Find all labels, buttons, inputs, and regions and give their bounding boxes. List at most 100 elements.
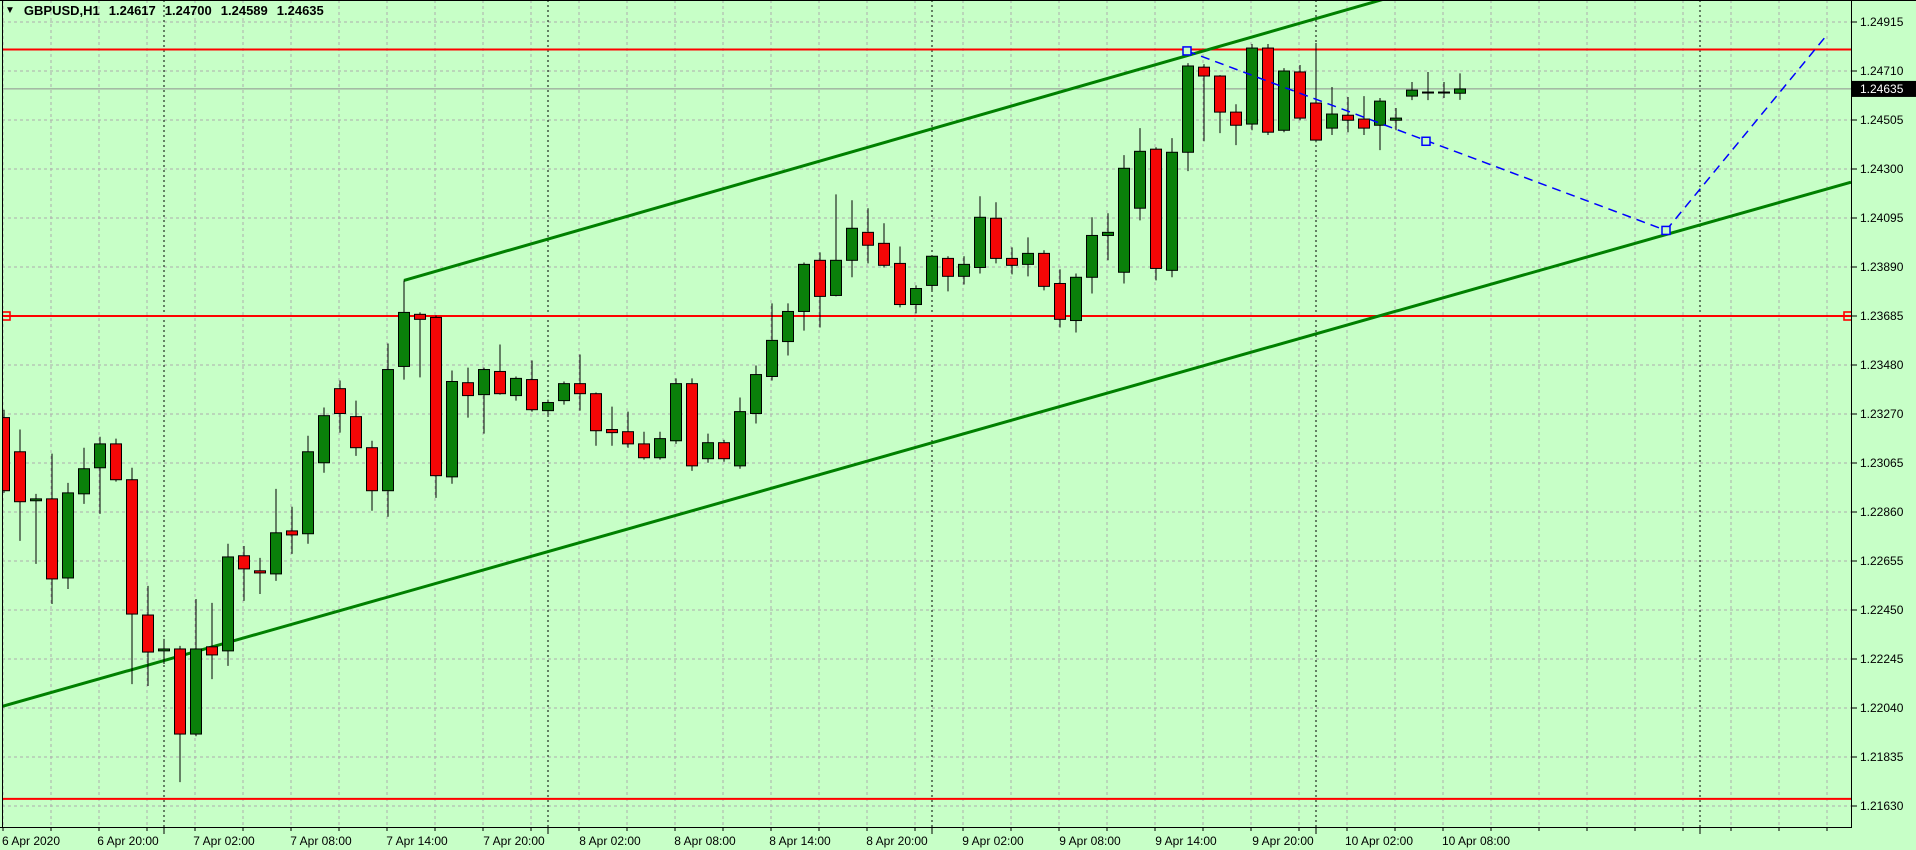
candle-body — [62, 492, 74, 579]
candle-body — [830, 259, 842, 296]
current-price-tag — [1852, 80, 1916, 97]
time-tick-label: 8 Apr 14:00 — [769, 834, 831, 848]
candle-body — [974, 216, 986, 268]
candle — [1086, 217, 1098, 294]
candle — [238, 545, 250, 601]
candle — [1342, 97, 1354, 133]
price-tick-label: 1.24915 — [1860, 15, 1904, 29]
ohlc-open: 1.24617 — [108, 3, 156, 18]
candle — [862, 208, 874, 264]
time-tick-label: 8 Apr 02:00 — [579, 834, 641, 848]
candle — [1054, 269, 1066, 328]
candle-body — [638, 443, 650, 459]
candle-body — [942, 257, 954, 277]
candle — [318, 407, 330, 473]
projection-handle[interactable] — [1421, 136, 1431, 147]
price-tick-label: 1.22450 — [1860, 603, 1904, 617]
time-tick-label: 6 Apr 20:00 — [97, 834, 159, 848]
price-axis[interactable]: 1.24915 1.24710 1.24505 1.24300 1.24095 1.238… — [1852, 15, 1916, 813]
symbol-period-label: GBPUSD,H1 — [23, 3, 100, 18]
candle-body — [574, 383, 586, 395]
candle — [126, 467, 138, 685]
projection-handle[interactable] — [1661, 225, 1671, 236]
candle-body — [1182, 65, 1194, 153]
candle — [158, 638, 170, 665]
candle — [606, 406, 618, 446]
candle — [206, 602, 218, 680]
candle-body — [782, 310, 794, 343]
candle-body — [238, 555, 250, 570]
candle-body — [1310, 102, 1322, 141]
symbol-dropdown-icon[interactable]: ▼ — [5, 5, 15, 16]
time-tick-label: 9 Apr 14:00 — [1155, 834, 1217, 848]
candle-body — [1022, 252, 1034, 265]
candle — [1422, 71, 1434, 101]
candle-body — [1278, 70, 1290, 131]
candle-body — [158, 648, 170, 652]
candle — [1070, 273, 1082, 333]
candle — [1278, 68, 1290, 133]
ohlc-close: 1.24635 — [276, 3, 324, 18]
candle-body — [1454, 88, 1466, 94]
price-tick-label: 1.22655 — [1860, 554, 1904, 568]
candle-body — [222, 556, 234, 652]
candle-body — [14, 451, 26, 503]
candle — [1454, 73, 1466, 100]
candle — [590, 392, 602, 446]
candle-body — [1038, 252, 1050, 287]
candle — [782, 303, 794, 356]
candle — [814, 252, 826, 328]
mid-line-handle[interactable] — [2, 311, 11, 321]
candle-body — [2, 417, 10, 492]
candle — [78, 447, 90, 504]
candle — [494, 344, 506, 395]
candle — [1134, 128, 1146, 221]
candle-body — [46, 498, 58, 580]
candle-body — [1374, 100, 1386, 126]
candle-body — [334, 388, 346, 415]
candle — [1006, 247, 1018, 275]
candle-body — [142, 614, 154, 653]
time-tick-label: 10 Apr 08:00 — [1442, 834, 1510, 848]
channel-upper[interactable] — [403, 0, 1386, 282]
price-tick-label: 1.21835 — [1860, 750, 1904, 764]
candle — [558, 381, 570, 405]
candle — [542, 399, 554, 416]
candle — [1166, 138, 1178, 278]
price-tick-label: 1.24095 — [1860, 211, 1904, 225]
candle-body — [110, 443, 122, 481]
candle — [638, 431, 650, 460]
candle — [334, 380, 346, 433]
ohlc-low: 1.24589 — [220, 3, 268, 18]
candle — [718, 439, 730, 462]
candle — [798, 262, 810, 331]
chart-title: ▼ GBPUSD,H1 1.24617 1.24700 1.24589 1.24… — [5, 3, 324, 18]
candle — [734, 397, 746, 469]
channel-lower[interactable] — [0, 180, 1851, 709]
candle-body — [926, 255, 938, 286]
candle — [974, 196, 986, 274]
projection-handle[interactable] — [1182, 46, 1192, 56]
projection-up[interactable] — [1665, 35, 1827, 231]
candle — [894, 246, 906, 308]
candle-body — [1150, 148, 1162, 269]
candle-body — [1246, 47, 1258, 125]
candle — [526, 360, 538, 412]
candle — [702, 433, 714, 463]
candle — [910, 285, 922, 314]
candle — [94, 436, 106, 514]
candle-body — [526, 379, 538, 411]
time-tick-label: 8 Apr 08:00 — [674, 834, 736, 848]
candle-body — [990, 217, 1002, 259]
mid-line-handle[interactable] — [1843, 311, 1852, 321]
candle — [1326, 87, 1338, 136]
candle-body — [670, 383, 682, 442]
candle-body — [462, 382, 474, 397]
price-tick-label: 1.23890 — [1860, 260, 1904, 274]
candle-body — [398, 311, 410, 367]
time-tick-label: 9 Apr 02:00 — [962, 834, 1024, 848]
candle-body — [1166, 151, 1178, 271]
time-axis[interactable]: 6 Apr 2020 6 Apr 20:00 7 Apr 02:00 7 Apr 08… — [2, 828, 1828, 848]
candle — [958, 256, 970, 285]
